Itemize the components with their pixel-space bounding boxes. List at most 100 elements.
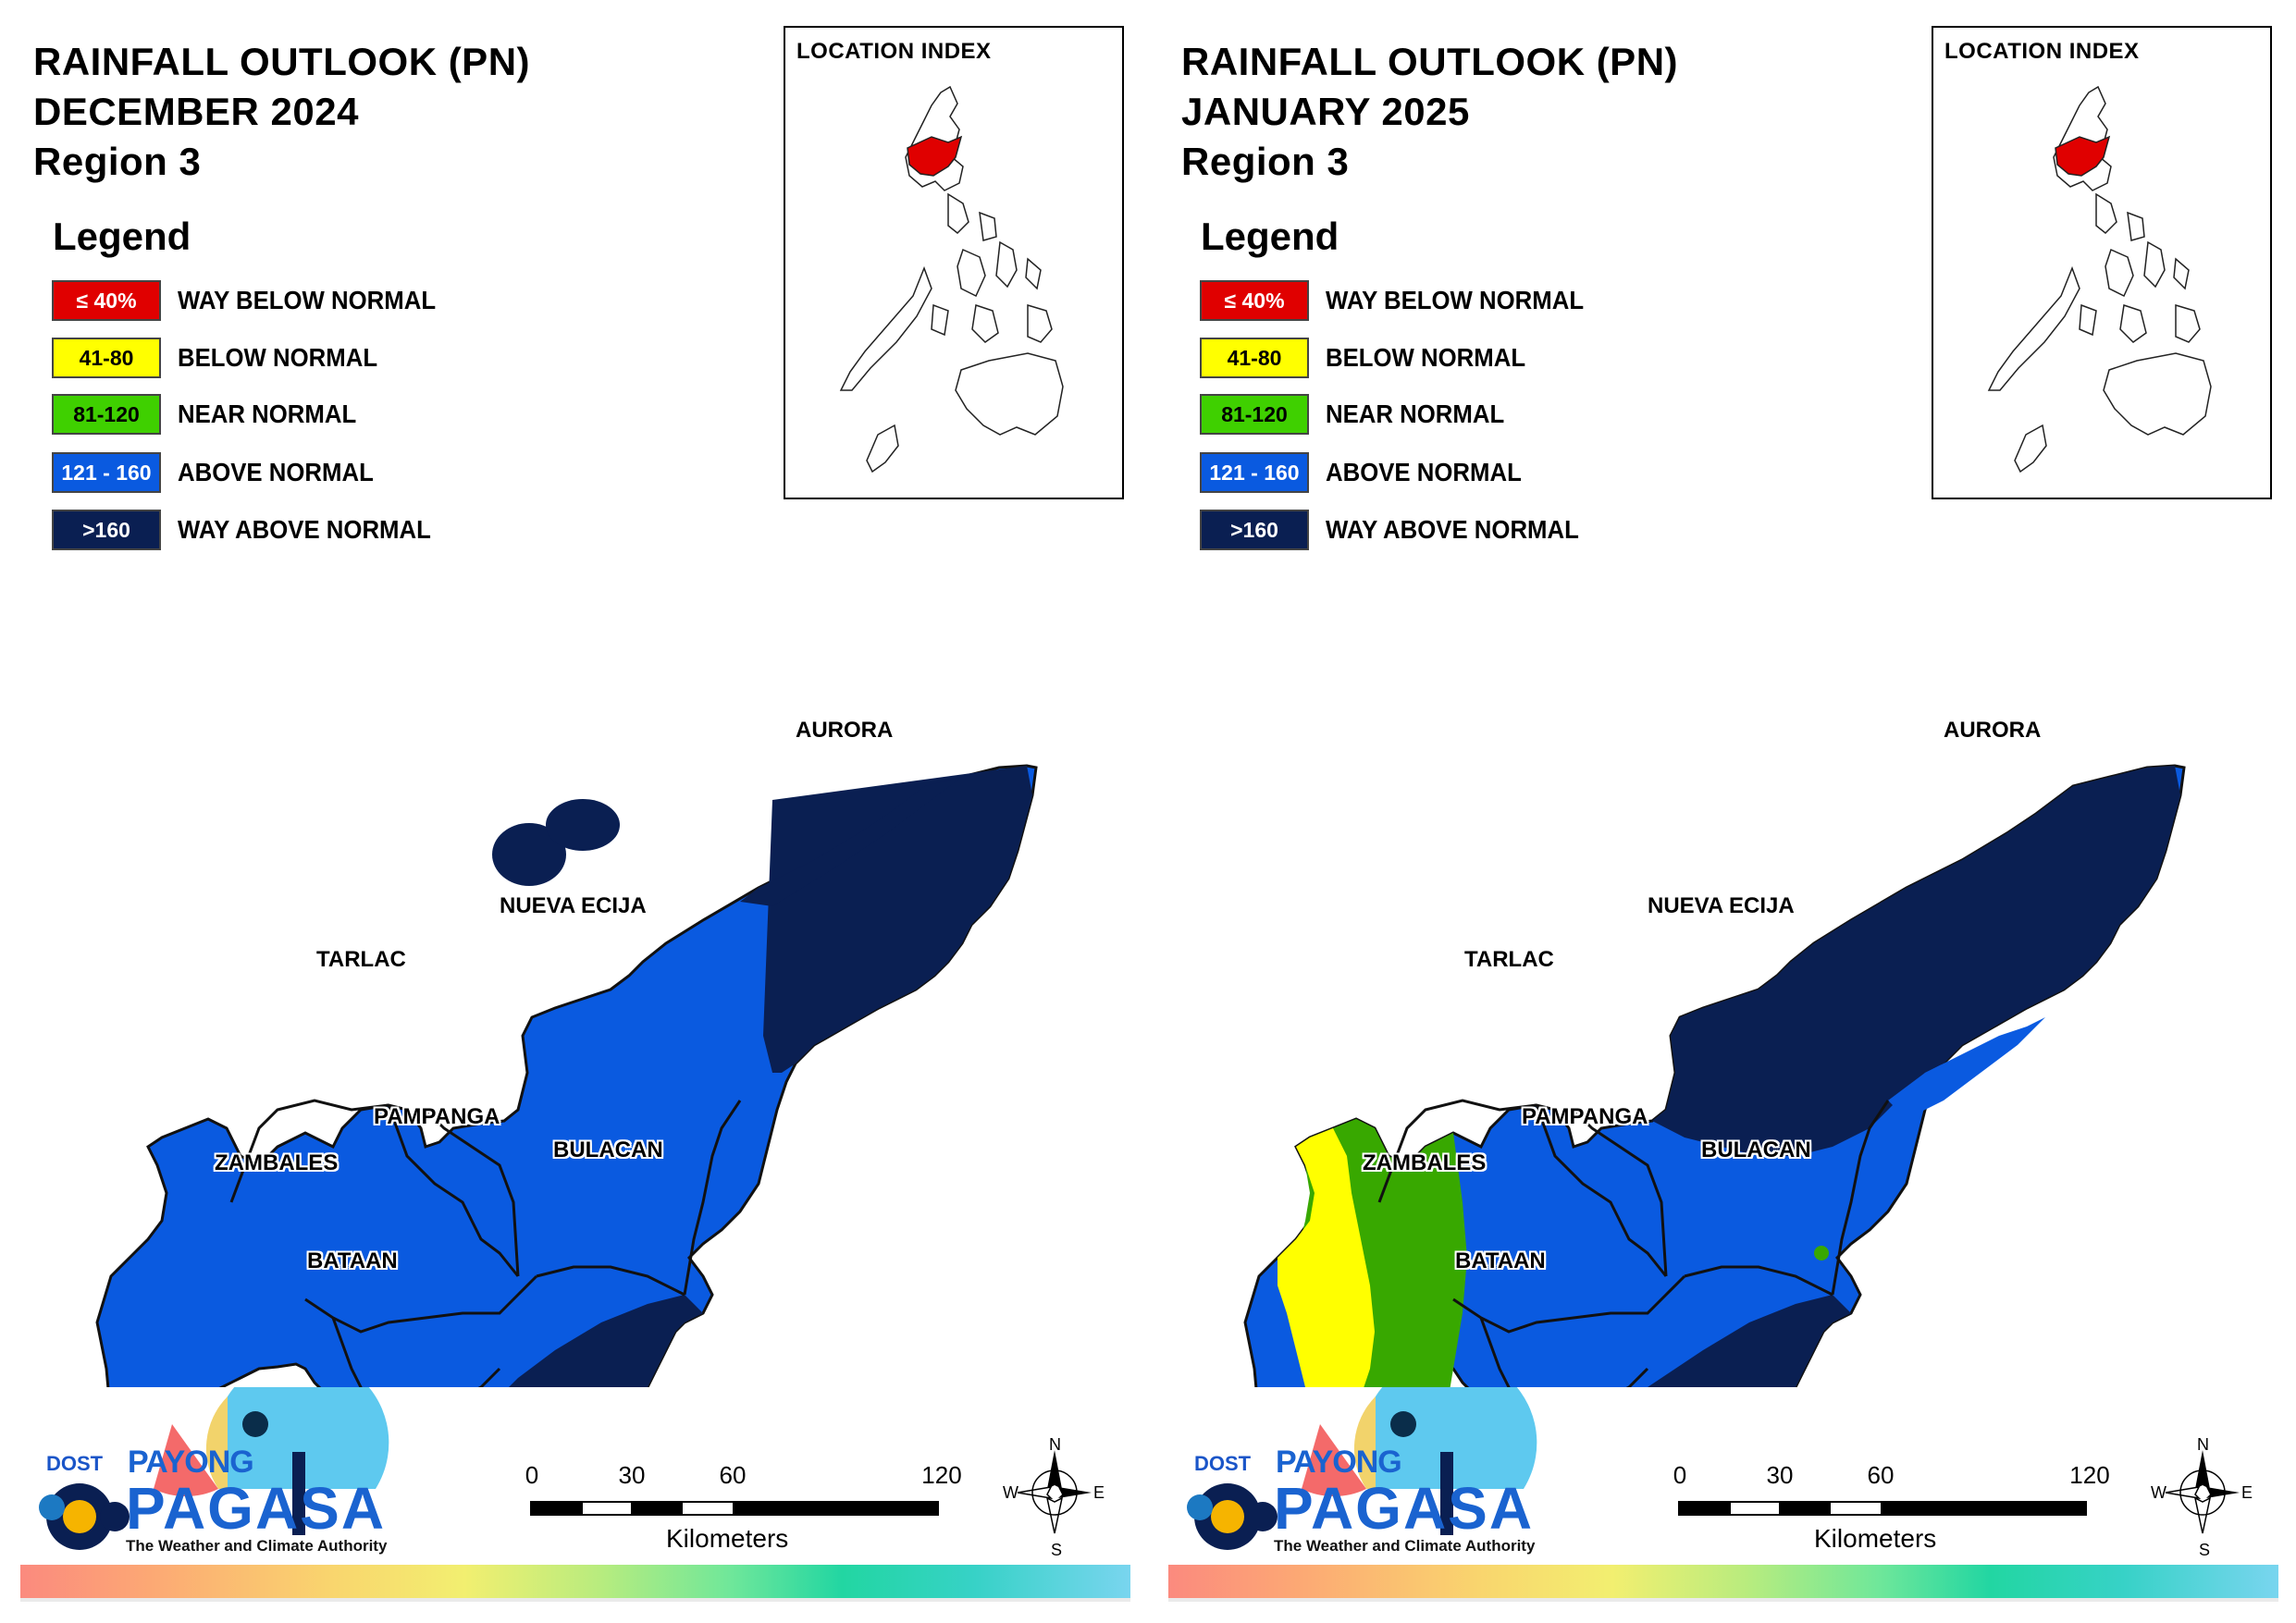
scale-unit-label: Kilometers xyxy=(666,1524,789,1553)
province-label-pampanga: PAMPANGA xyxy=(1522,1104,1648,1129)
legend-label: WAY ABOVE NORMAL xyxy=(1326,515,1579,544)
philippines-inset-map xyxy=(1987,85,2212,473)
logo-payong-text: PAYONG xyxy=(128,1445,254,1480)
province-label-tarlac: TARLAC xyxy=(1464,947,1554,972)
legend-label: ABOVE NORMAL xyxy=(178,458,374,486)
legend-item-way-above-normal: >160 WAY ABOVE NORMAL xyxy=(1200,508,1601,552)
footer-underline xyxy=(1168,1598,2278,1602)
scale-tick: 60 xyxy=(719,1461,747,1489)
below-normal-zone xyxy=(1278,1128,1375,1387)
location-index-inset: LOCATION INDEX xyxy=(784,26,1124,499)
legend-item-way-above-normal: >160 WAY ABOVE NORMAL xyxy=(52,508,453,552)
scale-bar: 0 30 60 120 Kilometers xyxy=(525,1461,962,1554)
legend-label: WAY BELOW NORMAL xyxy=(1326,286,1585,314)
north-arrow: N S W E xyxy=(1003,1435,1105,1559)
legend-swatch: >160 xyxy=(1200,510,1309,550)
scale-tick: 120 xyxy=(921,1461,962,1489)
title-line-3: Region 3 xyxy=(1181,140,1350,183)
bulacan-near-normal-dot xyxy=(1814,1246,1829,1260)
pagasa-logo: DOST PAYONG PAGASA The Weather and Clima… xyxy=(1181,1387,1551,1563)
compass-rose-icon xyxy=(2165,1450,2240,1534)
scale-tick: 60 xyxy=(1867,1461,1895,1489)
title-line-3: Region 3 xyxy=(33,140,202,183)
legend-title: Legend xyxy=(1201,215,1339,258)
legend-swatch: 41-80 xyxy=(52,338,161,378)
umbrella-icon xyxy=(39,1387,389,1550)
map-title: RAINFALL OUTLOOK (PN) DECEMBER 2024 Regi… xyxy=(33,37,530,187)
bulacan-way-above-normal xyxy=(509,1295,703,1387)
pagasa-logo: DOST PAYONG PAGASA The Weather and Clima… xyxy=(33,1387,403,1563)
compass-e: E xyxy=(2241,1483,2253,1502)
scale-tick: 0 xyxy=(525,1461,539,1489)
map-title: RAINFALL OUTLOOK (PN) JANUARY 2025 Regio… xyxy=(1181,37,1678,187)
legend-swatch: ≤ 40% xyxy=(52,280,161,321)
compass-w: W xyxy=(1003,1483,1018,1502)
legend-item-way-below-normal: ≤ 40% WAY BELOW NORMAL xyxy=(1200,278,1606,323)
location-index-label: LOCATION INDEX xyxy=(1944,39,2140,64)
province-label-bataan: BATAAN xyxy=(1455,1248,1546,1273)
legend-item-above-normal: 121 - 160 ABOVE NORMAL xyxy=(52,450,390,495)
logo-payong-text: PAYONG xyxy=(1276,1445,1402,1480)
compass-e: E xyxy=(1093,1483,1105,1502)
footer-underline xyxy=(20,1598,1130,1602)
province-label-aurora: AURORA xyxy=(1944,718,2042,743)
philippines-inset-map xyxy=(839,85,1064,473)
legend-label: ABOVE NORMAL xyxy=(1326,458,1522,486)
compass-s: S xyxy=(2199,1541,2211,1559)
north-arrow: N S W E xyxy=(2151,1435,2253,1559)
scale-tick: 120 xyxy=(2069,1461,2110,1489)
legend-item-way-below-normal: ≤ 40% WAY BELOW NORMAL xyxy=(52,278,458,323)
province-label-nueva-ecija: NUEVA ECIJA xyxy=(500,893,647,918)
compass-n: N xyxy=(2197,1435,2209,1454)
nueva-ecija-way-above-patch xyxy=(492,823,566,886)
panel-december-2024: RAINFALL OUTLOOK (PN) DECEMBER 2024 Regi… xyxy=(20,26,1130,1602)
logo-pagasa-text: PAGASA xyxy=(126,1475,387,1542)
legend-swatch: 121 - 160 xyxy=(1200,452,1309,493)
location-index-label: LOCATION INDEX xyxy=(796,39,992,64)
scale-tick: 30 xyxy=(618,1461,646,1489)
legend-item-above-normal: 121 - 160 ABOVE NORMAL xyxy=(1200,450,1538,495)
scale-bar-graphic xyxy=(1678,1501,2087,1516)
legend-item-below-normal: 41-80 BELOW NORMAL xyxy=(52,336,395,380)
title-line-1: RAINFALL OUTLOOK (PN) xyxy=(33,40,531,83)
province-label-bataan: BATAAN xyxy=(307,1248,398,1273)
location-index-inset: LOCATION INDEX xyxy=(1932,26,2272,499)
compass-n: N xyxy=(1049,1435,1061,1454)
scale-bar-graphic xyxy=(530,1501,939,1516)
logo-dost-text: DOST xyxy=(1194,1452,1252,1475)
aurora-way-above-normal xyxy=(763,766,1032,1073)
legend-label: WAY BELOW NORMAL xyxy=(178,286,437,314)
legend-swatch: 81-120 xyxy=(1200,394,1309,435)
province-label-bulacan: BULACAN xyxy=(553,1137,663,1162)
province-label-zambales: ZAMBALES xyxy=(215,1150,339,1175)
compass-rose-icon xyxy=(1017,1450,1092,1534)
legend-item-below-normal: 41-80 BELOW NORMAL xyxy=(1200,336,1543,380)
bulacan-way-above-normal xyxy=(1648,1295,1851,1387)
title-line-2: DECEMBER 2024 xyxy=(33,90,359,133)
legend-swatch: 41-80 xyxy=(1200,338,1309,378)
compass-s: S xyxy=(1051,1541,1063,1559)
legend-swatch: >160 xyxy=(52,510,161,550)
legend-item-near-normal: 81-120 NEAR NORMAL xyxy=(52,392,372,436)
legend-swatch: ≤ 40% xyxy=(1200,280,1309,321)
legend-title: Legend xyxy=(53,215,191,258)
compass-w: W xyxy=(2151,1483,2166,1502)
province-label-zambales: ZAMBALES xyxy=(1363,1150,1487,1175)
umbrella-icon xyxy=(1187,1387,1537,1550)
footer-gradient-bar xyxy=(20,1565,1130,1598)
province-label-aurora: AURORA xyxy=(796,718,894,743)
province-label-nueva-ecija: NUEVA ECIJA xyxy=(1648,893,1795,918)
region3-outlook-map xyxy=(1243,764,2186,1387)
legend-label: WAY ABOVE NORMAL xyxy=(178,515,431,544)
legend-swatch: 121 - 160 xyxy=(52,452,161,493)
logo-dost-text: DOST xyxy=(46,1452,104,1475)
legend-label: NEAR NORMAL xyxy=(1326,400,1505,428)
legend-swatch: 81-120 xyxy=(52,394,161,435)
province-label-pampanga: PAMPANGA xyxy=(374,1104,500,1129)
title-line-1: RAINFALL OUTLOOK (PN) xyxy=(1181,40,1679,83)
scale-unit-label: Kilometers xyxy=(1814,1524,1937,1553)
footer-gradient-bar xyxy=(1168,1565,2278,1598)
scale-tick: 30 xyxy=(1766,1461,1794,1489)
nueva-ecija-way-above-normal xyxy=(1652,766,2180,1156)
region3-outlook-map xyxy=(95,764,1038,1387)
